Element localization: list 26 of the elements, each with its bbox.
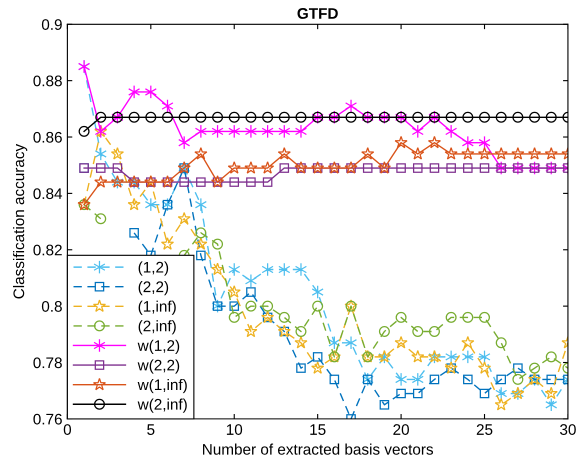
- legend-label: (1,2): [138, 261, 168, 276]
- legend-label: w(2,2): [138, 359, 180, 374]
- x-tick-label: 15: [310, 424, 326, 435]
- x-tick-label: 5: [147, 424, 154, 435]
- y-tick-label: 0.82: [33, 244, 62, 256]
- x-tick-label: 25: [476, 424, 492, 435]
- y-tick-label: 0.76: [33, 414, 62, 425]
- legend-label: (2,2): [138, 280, 168, 296]
- x-axis-title: Number of extracted basis vectors: [203, 444, 434, 455]
- legend-label: (1,inf): [138, 300, 176, 315]
- chart-title: GTFD: [298, 8, 338, 19]
- y-tick-label: 0.8: [42, 301, 62, 312]
- y-tick-label: 0.84: [33, 188, 62, 200]
- legend-label: w(1,2): [138, 340, 180, 354]
- y-tick-label: 0.78: [33, 357, 62, 368]
- legend-label: (2,inf): [138, 320, 176, 334]
- y-axis-title: Classification accuracy: [13, 144, 28, 298]
- y-tick-label: 0.88: [33, 76, 62, 86]
- x-tick-label: 20: [393, 424, 409, 435]
- legend-label: w(1,inf): [138, 378, 187, 394]
- y-tick-label: 0.9: [42, 19, 62, 30]
- y-tick-label: 0.86: [33, 132, 62, 143]
- x-tick-label: 10: [226, 424, 242, 435]
- x-tick-label: 0: [64, 424, 72, 435]
- legend-label: w(2,inf): [138, 398, 187, 413]
- x-tick-label: 30: [560, 424, 576, 435]
